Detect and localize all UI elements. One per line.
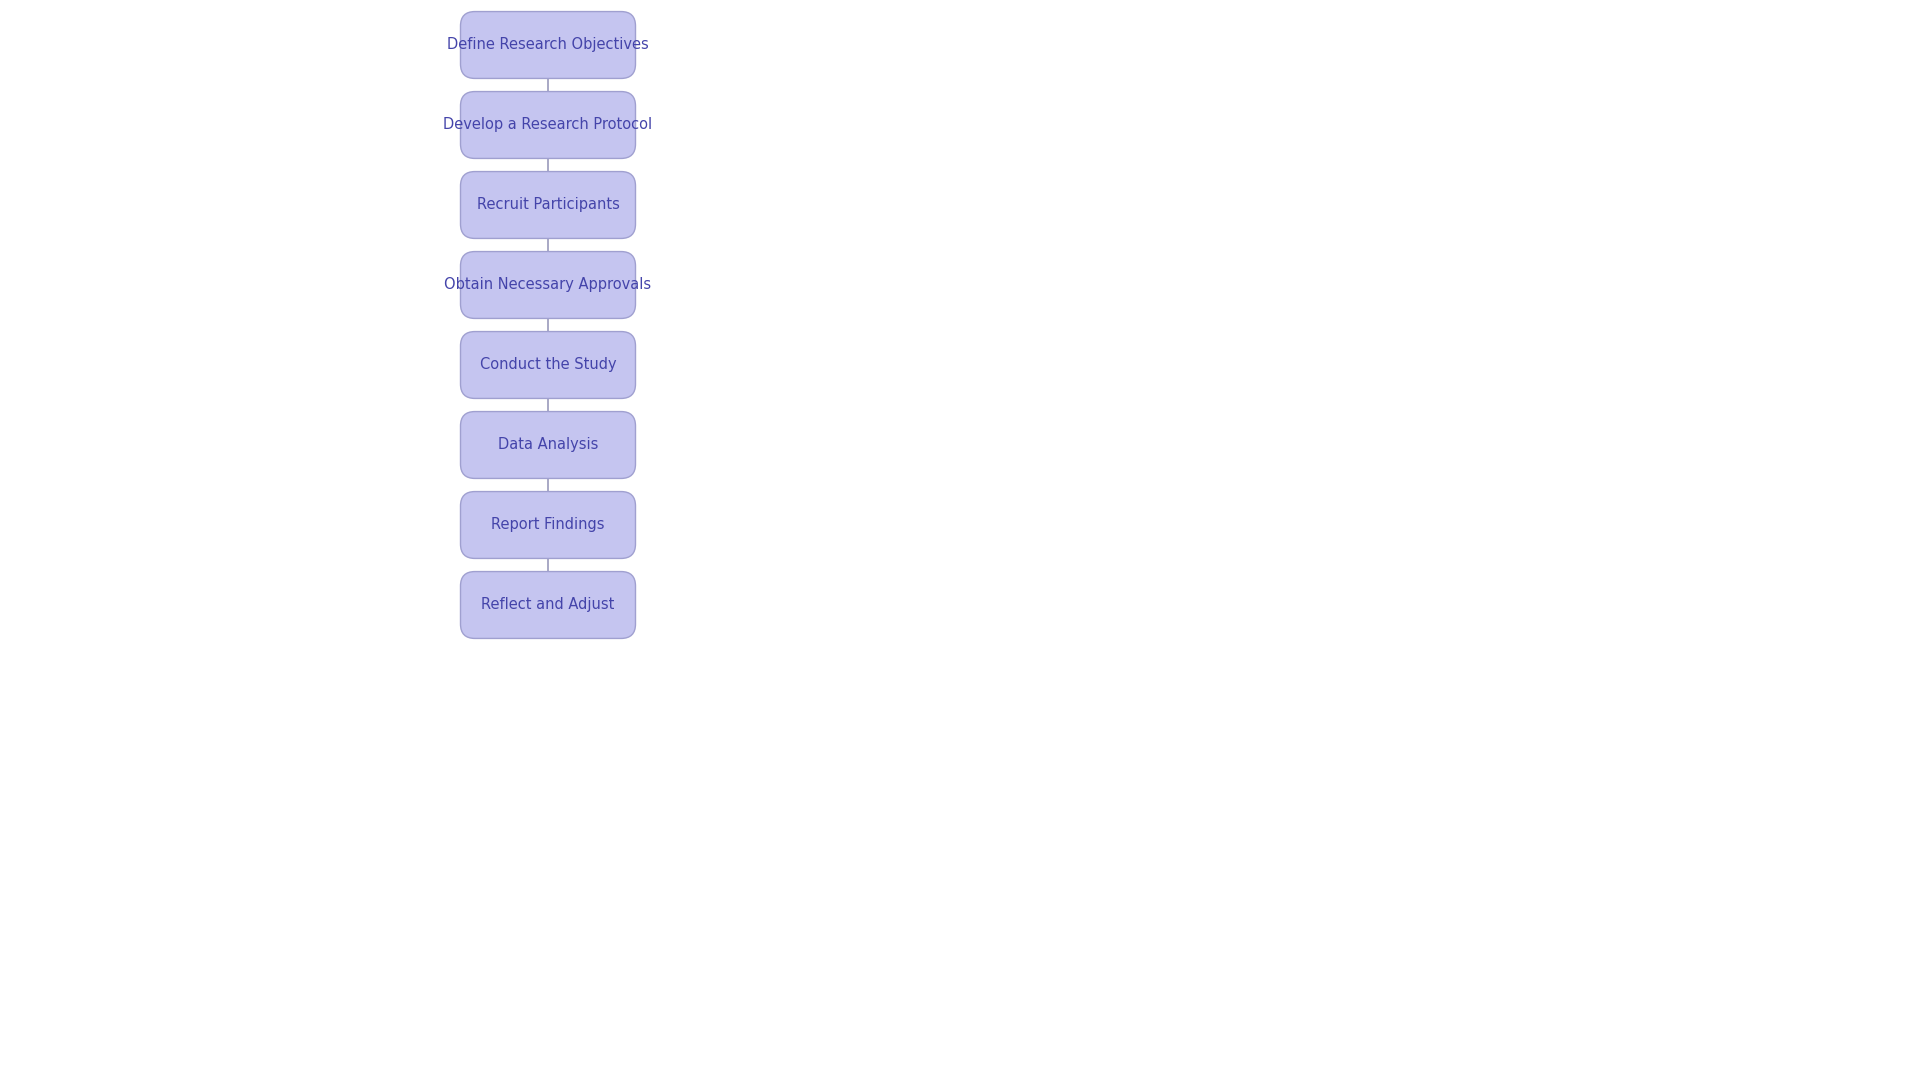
FancyBboxPatch shape — [461, 331, 636, 399]
Text: Data Analysis: Data Analysis — [497, 438, 599, 453]
Text: Obtain Necessary Approvals: Obtain Necessary Approvals — [444, 277, 651, 292]
FancyBboxPatch shape — [461, 12, 636, 78]
Text: Report Findings: Report Findings — [492, 518, 605, 533]
Text: Recruit Participants: Recruit Participants — [476, 197, 620, 212]
FancyBboxPatch shape — [461, 92, 636, 158]
FancyBboxPatch shape — [461, 251, 636, 318]
FancyBboxPatch shape — [461, 492, 636, 559]
FancyBboxPatch shape — [461, 171, 636, 238]
FancyBboxPatch shape — [461, 572, 636, 639]
Text: Define Research Objectives: Define Research Objectives — [447, 38, 649, 52]
Text: Develop a Research Protocol: Develop a Research Protocol — [444, 117, 653, 132]
Text: Conduct the Study: Conduct the Study — [480, 357, 616, 373]
Text: Reflect and Adjust: Reflect and Adjust — [482, 598, 614, 613]
FancyBboxPatch shape — [461, 412, 636, 479]
